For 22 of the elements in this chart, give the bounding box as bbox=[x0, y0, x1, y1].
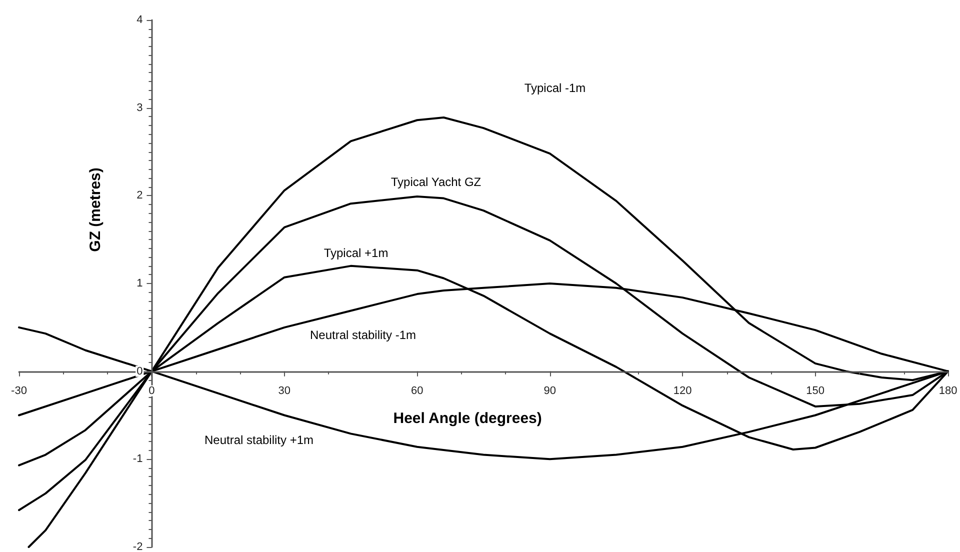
y-tick-label: 3 bbox=[136, 102, 143, 114]
annotation: Typical +1m bbox=[324, 246, 388, 260]
y-tick-label: 4 bbox=[136, 14, 143, 26]
y-tick-label: 1 bbox=[136, 278, 143, 290]
annotation: Typical -1m bbox=[524, 81, 586, 95]
x-tick-label: 0 bbox=[148, 384, 155, 397]
y-tick-label: -2 bbox=[132, 541, 143, 552]
y-tick-label: 2 bbox=[136, 190, 143, 202]
x-tick-label: -30 bbox=[11, 384, 27, 397]
annotation: Typical Yacht GZ bbox=[390, 175, 482, 189]
x-tick-label: 90 bbox=[544, 384, 556, 397]
y-tick-label: 0 bbox=[136, 365, 143, 378]
y-tick-label: -1 bbox=[132, 453, 143, 466]
x-tick-label: 60 bbox=[411, 384, 424, 397]
x-tick-label: 120 bbox=[673, 384, 692, 397]
y-axis-title: GZ (metres) bbox=[87, 168, 104, 252]
x-axis-title: Heel Angle (degrees) bbox=[393, 410, 542, 427]
x-tick-label: 180 bbox=[938, 384, 958, 397]
x-tick-label: 30 bbox=[278, 384, 291, 397]
annotation: Neutral stability -1m bbox=[310, 328, 416, 342]
x-tick-label: 150 bbox=[806, 384, 824, 397]
annotation: Neutral stability +1m bbox=[204, 433, 314, 447]
